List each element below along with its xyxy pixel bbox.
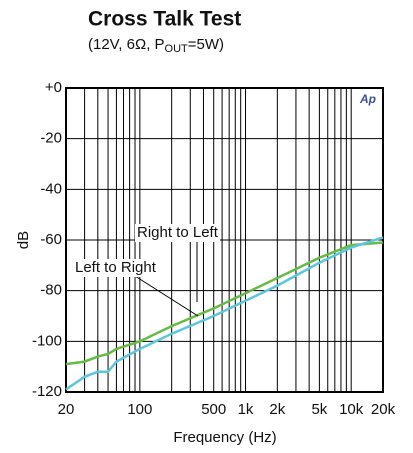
x-axis-label: Frequency (Hz) xyxy=(173,429,276,446)
annotation-bg xyxy=(73,259,158,277)
x-tick-label: 5k xyxy=(311,401,327,418)
y-tick-label: -40 xyxy=(40,180,62,197)
series-line xyxy=(65,241,384,366)
subtitle-sub: OUT xyxy=(165,43,189,55)
chart-title: Cross Talk Test xyxy=(88,8,241,31)
x-tick-label: 20 xyxy=(58,401,75,418)
y-tick-label: -120 xyxy=(32,383,62,400)
subtitle-part: (12V, 6Ω, P xyxy=(88,36,165,53)
y-tick-label: -100 xyxy=(32,332,62,349)
annotation-bg xyxy=(135,224,220,242)
legend-label: Left to Right xyxy=(75,259,157,276)
y-tick-label: -80 xyxy=(40,282,62,299)
x-tick-label: 1k xyxy=(238,401,254,418)
annotation-pointer xyxy=(134,275,199,317)
x-tick-label: 500 xyxy=(201,401,226,418)
chart-subtitle: (12V, 6Ω, POUT=5W) xyxy=(88,36,224,55)
y-axis-label: dB xyxy=(15,231,32,249)
x-tick-label: 2k xyxy=(269,401,285,418)
x-tick-label: 10k xyxy=(339,401,364,418)
logo: Ap xyxy=(359,92,376,106)
legend-label: Right to Left xyxy=(137,224,219,241)
subtitle-part: =5W) xyxy=(188,36,224,53)
x-tick-label: 20k xyxy=(371,401,396,418)
y-tick-label: -20 xyxy=(40,130,62,147)
y-tick-label: +0 xyxy=(45,79,62,96)
plot-frame xyxy=(65,87,384,393)
series-line xyxy=(65,236,384,391)
y-tick-label: -60 xyxy=(40,231,62,248)
x-tick-label: 100 xyxy=(127,401,152,418)
